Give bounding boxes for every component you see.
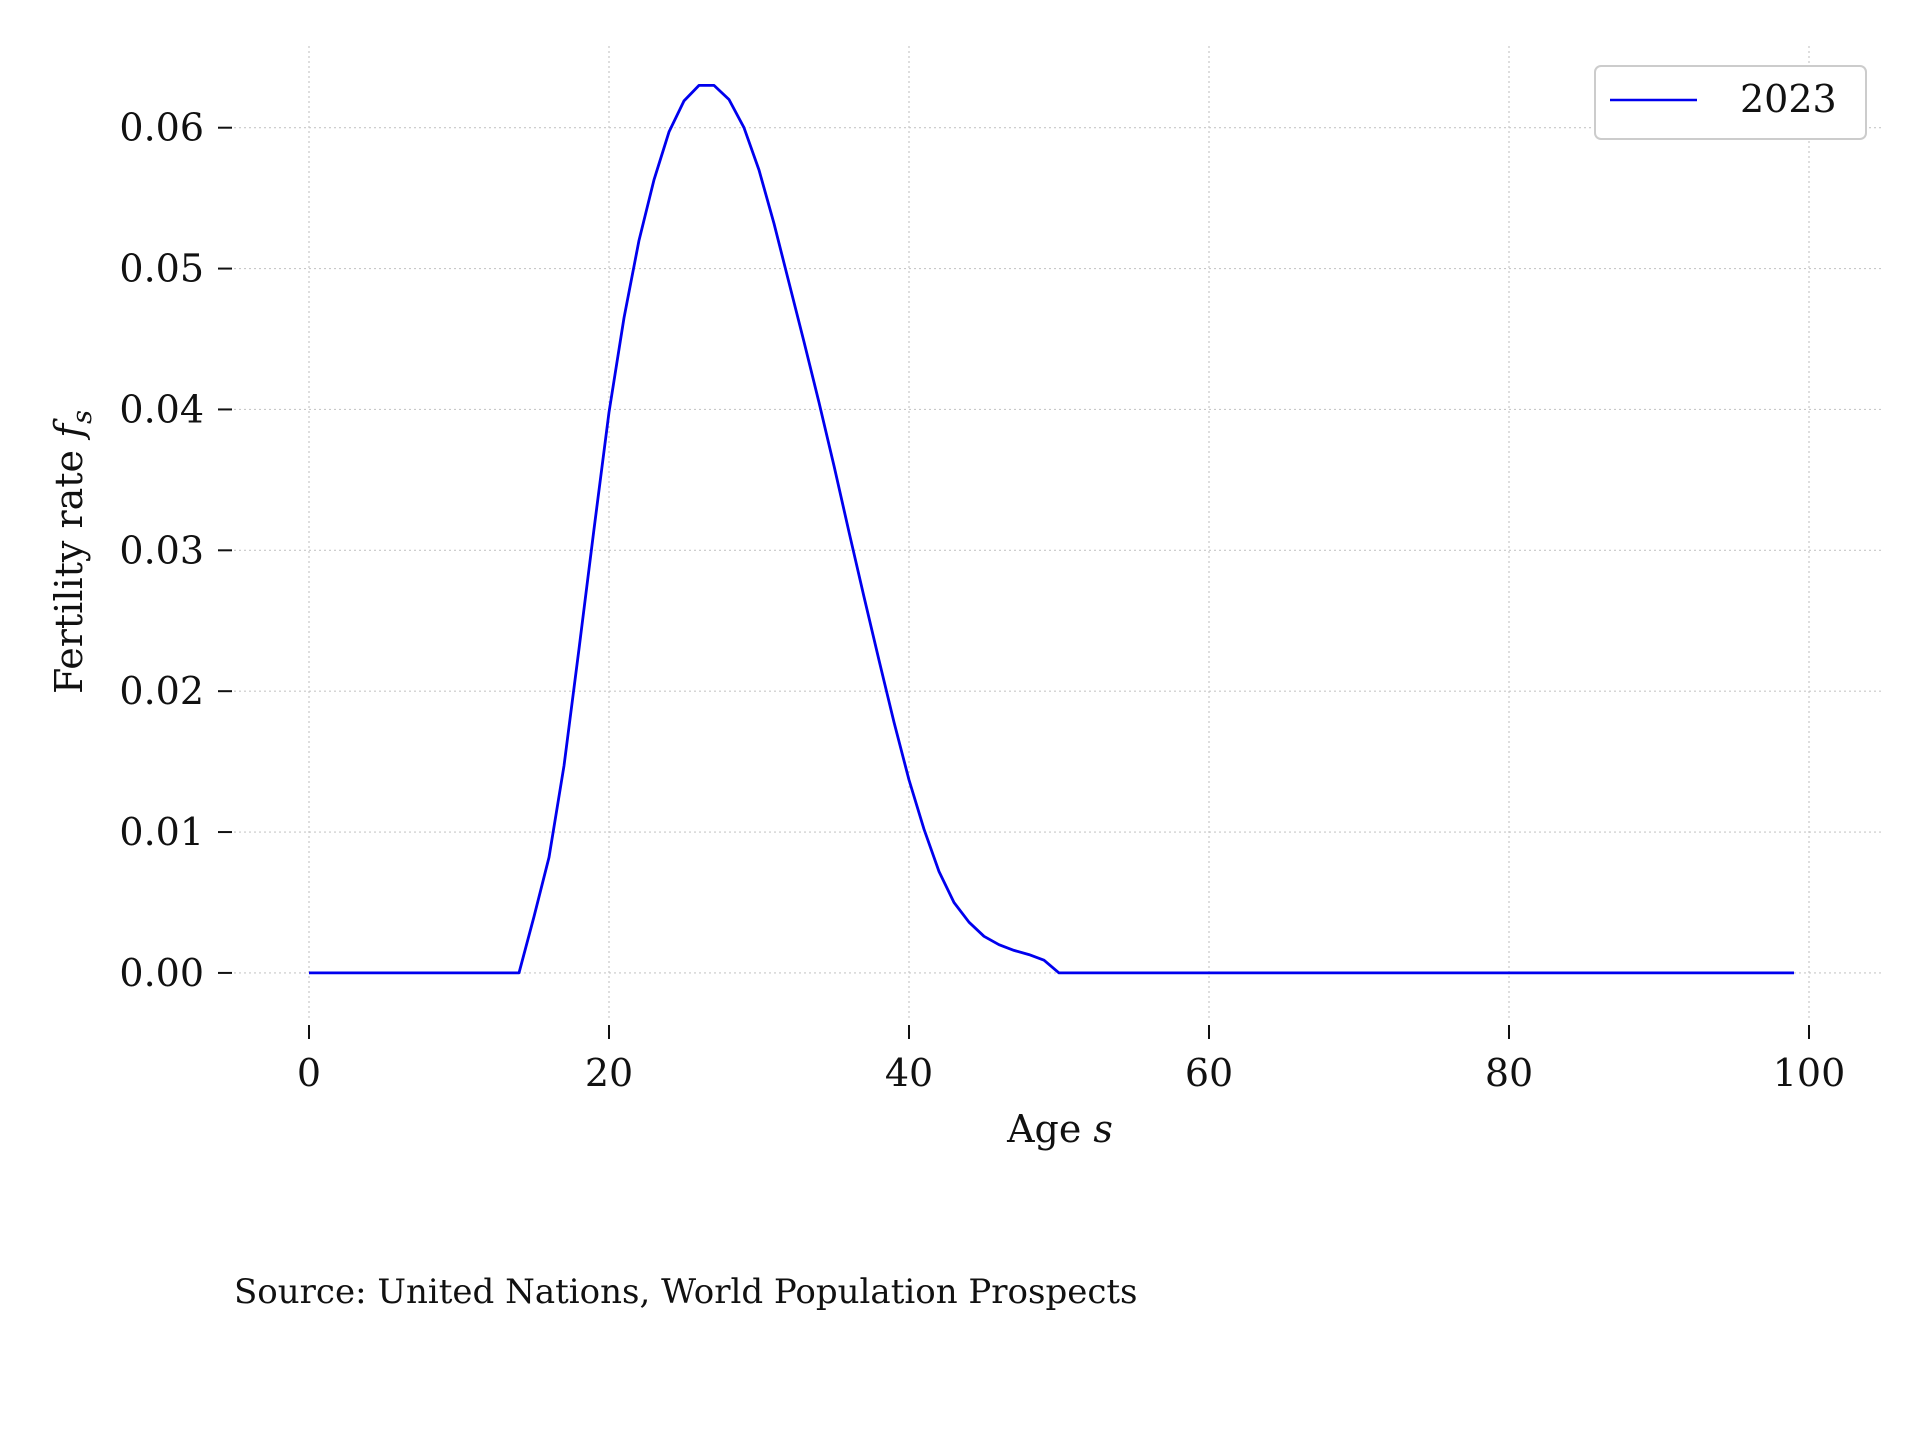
legend: 2023	[1594, 65, 1867, 140]
grid	[234, 46, 1884, 1018]
x-tick-label: 0	[297, 1051, 321, 1095]
x-tick-label: 20	[585, 1051, 633, 1095]
source-note: Source: United Nations, World Population…	[234, 1272, 1138, 1312]
y-axis-label: Fertility rate fs	[47, 410, 98, 694]
y-axis: 0.00 0.01 0.02 0.03 0.04 0.05 0.06	[119, 106, 232, 995]
x-tick-label: 40	[885, 1051, 933, 1095]
series-group	[309, 84, 1794, 975]
legend-box	[1594, 65, 1867, 140]
x-tick-label: 60	[1185, 1051, 1233, 1095]
x-tick-label: 100	[1773, 1051, 1846, 1095]
y-tick-label: 0.06	[119, 106, 204, 150]
legend-label-2023: 2023	[1740, 77, 1837, 121]
y-tick-label: 0.02	[119, 669, 204, 713]
y-tick-label: 0.05	[119, 247, 204, 291]
x-axis-label: Age s	[1006, 1107, 1113, 1151]
x-axis: 0 20 40 60 80 100	[297, 1025, 1845, 1095]
y-tick-label: 0.03	[119, 528, 204, 572]
x-tick-label: 80	[1485, 1051, 1533, 1095]
y-tick-label: 0.00	[119, 951, 204, 995]
y-tick-label: 0.01	[119, 810, 204, 854]
y-tick-label: 0.04	[119, 387, 204, 431]
series-line-2023	[309, 84, 1794, 975]
